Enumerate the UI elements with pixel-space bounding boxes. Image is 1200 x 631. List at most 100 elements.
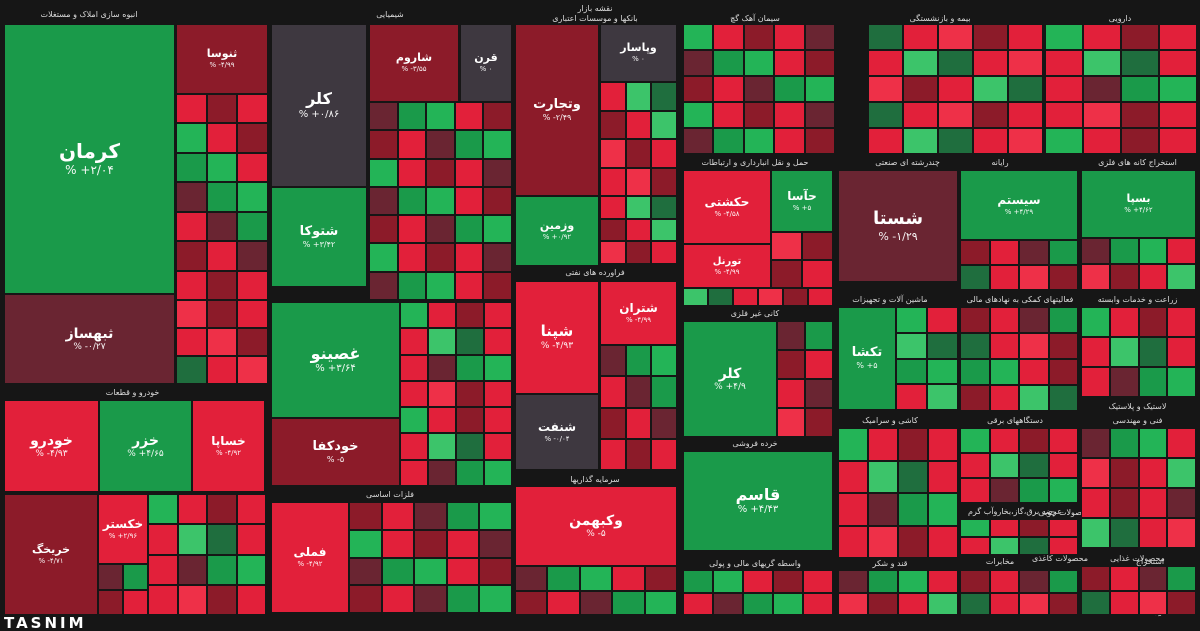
stock-cell[interactable] <box>414 529 447 558</box>
stock-cell[interactable] <box>456 354 484 381</box>
stock-cell[interactable] <box>1138 238 1168 264</box>
stock-cell[interactable] <box>206 123 238 153</box>
stock-cell[interactable] <box>1045 24 1083 50</box>
stock-cell[interactable] <box>903 102 938 128</box>
stock-cell[interactable] <box>237 152 268 183</box>
stock-cell[interactable] <box>1081 518 1110 548</box>
stock-cell[interactable] <box>803 570 833 593</box>
stock-tile[interactable]: شپنا% -۴/۹۳ <box>515 281 599 394</box>
stock-cell[interactable] <box>98 564 123 590</box>
stock-cell[interactable] <box>1019 359 1049 385</box>
stock-cell[interactable] <box>600 376 626 408</box>
stock-cell[interactable] <box>989 537 1019 555</box>
stock-cell[interactable] <box>1138 307 1168 337</box>
stock-cell[interactable] <box>1081 337 1110 367</box>
stock-cell[interactable] <box>1019 537 1049 555</box>
stock-cell[interactable] <box>898 570 928 593</box>
stock-cell[interactable] <box>1048 570 1078 593</box>
stock-cell[interactable] <box>237 182 268 212</box>
stock-cell[interactable] <box>960 592 990 615</box>
stock-cell[interactable] <box>454 102 484 131</box>
stock-cell[interactable] <box>148 584 178 615</box>
stock-cell[interactable] <box>484 433 512 460</box>
stock-cell[interactable] <box>600 407 626 439</box>
stock-cell[interactable] <box>804 76 835 102</box>
stock-cell[interactable] <box>1081 428 1110 458</box>
stock-cell[interactable] <box>369 215 398 244</box>
stock-cell[interactable] <box>1138 264 1168 290</box>
stock-cell[interactable] <box>1048 453 1078 478</box>
stock-cell[interactable] <box>960 385 990 411</box>
stock-cell[interactable] <box>868 128 903 154</box>
stock-cell[interactable] <box>960 240 990 265</box>
stock-cell[interactable] <box>1109 367 1139 397</box>
stock-cell[interactable] <box>938 76 973 102</box>
stock-cell[interactable] <box>479 557 512 586</box>
stock-cell[interactable] <box>1081 566 1110 591</box>
stock-cell[interactable] <box>397 243 427 272</box>
stock-cell[interactable] <box>1008 24 1043 50</box>
stock-cell[interactable] <box>960 359 990 385</box>
stock-cell[interactable] <box>426 186 455 216</box>
stock-cell[interactable] <box>868 102 903 128</box>
stock-cell[interactable] <box>381 529 415 558</box>
stock-cell[interactable] <box>989 333 1019 359</box>
stock-cell[interactable] <box>1121 24 1159 50</box>
stock-cell[interactable] <box>400 407 428 434</box>
stock-tile[interactable]: قرن% ۰ <box>460 24 512 102</box>
stock-cell[interactable] <box>1109 590 1139 615</box>
stock-cell[interactable] <box>1167 566 1196 591</box>
stock-cell[interactable] <box>896 358 927 385</box>
stock-cell[interactable] <box>1019 428 1049 453</box>
stock-cell[interactable] <box>1048 385 1078 411</box>
stock-cell[interactable] <box>1008 50 1043 76</box>
stock-cell[interactable] <box>1048 240 1078 265</box>
stock-cell[interactable] <box>625 438 652 470</box>
stock-cell[interactable] <box>683 76 714 102</box>
stock-cell[interactable] <box>625 82 652 111</box>
stock-cell[interactable] <box>625 241 652 264</box>
stock-cell[interactable] <box>176 123 207 153</box>
stock-cell[interactable] <box>237 94 268 124</box>
stock-cell[interactable] <box>579 590 613 615</box>
stock-cell[interactable] <box>454 186 484 216</box>
stock-cell[interactable] <box>625 376 652 408</box>
stock-cell[interactable] <box>381 502 415 530</box>
stock-cell[interactable] <box>176 182 207 212</box>
stock-cell[interactable] <box>123 564 148 590</box>
stock-cell[interactable] <box>708 288 733 306</box>
stock-cell[interactable] <box>1081 458 1110 488</box>
stock-cell[interactable] <box>651 110 677 139</box>
stock-cell[interactable] <box>428 407 456 434</box>
stock-cell[interactable] <box>743 570 773 593</box>
stock-tile[interactable]: خزر% +۴/۶۵ <box>99 400 192 492</box>
stock-tile[interactable]: بسپا% +۴/۶۲ <box>1081 170 1196 238</box>
stock-cell[interactable] <box>515 566 548 591</box>
stock-cell[interactable] <box>369 158 398 187</box>
stock-cell[interactable] <box>236 494 266 525</box>
stock-tile[interactable]: وپاسار% ۰ <box>600 24 677 82</box>
stock-cell[interactable] <box>960 478 990 503</box>
stock-cell[interactable] <box>651 438 677 470</box>
stock-cell[interactable] <box>868 428 898 461</box>
stock-cell[interactable] <box>838 428 868 461</box>
stock-cell[interactable] <box>397 271 427 300</box>
stock-cell[interactable] <box>1048 307 1078 333</box>
stock-cell[interactable] <box>758 288 783 306</box>
stock-cell[interactable] <box>805 321 833 350</box>
stock-cell[interactable] <box>1167 238 1196 264</box>
stock-cell[interactable] <box>1019 240 1049 265</box>
stock-cell[interactable] <box>838 592 868 615</box>
stock-cell[interactable] <box>483 102 512 131</box>
stock-cell[interactable] <box>683 288 708 306</box>
stock-cell[interactable] <box>177 524 207 555</box>
stock-tile[interactable]: حآسا% +۵ <box>771 170 833 232</box>
stock-cell[interactable] <box>713 76 744 102</box>
stock-cell[interactable] <box>1081 590 1110 615</box>
stock-cell[interactable] <box>903 24 938 50</box>
stock-cell[interactable] <box>428 380 456 408</box>
stock-cell[interactable] <box>484 354 512 381</box>
stock-cell[interactable] <box>644 590 677 615</box>
stock-cell[interactable] <box>625 139 652 168</box>
stock-cell[interactable] <box>868 460 898 493</box>
